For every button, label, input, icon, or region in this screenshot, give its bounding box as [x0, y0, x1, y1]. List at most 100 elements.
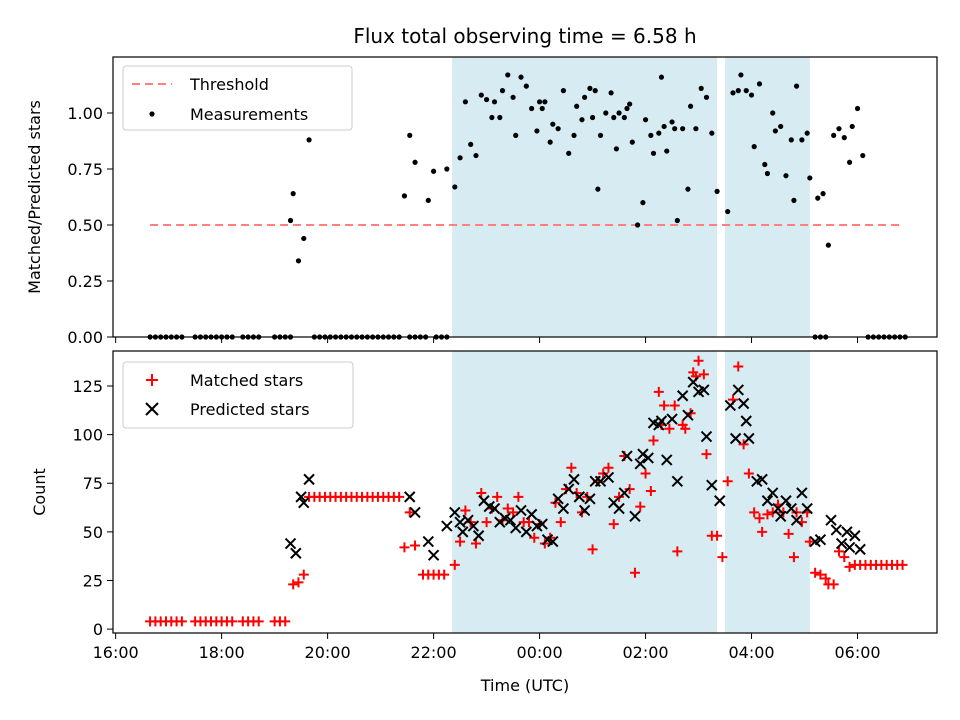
- measurement-point: [510, 94, 516, 100]
- predicted-star-point: [698, 384, 710, 396]
- measurement-point: [635, 222, 641, 228]
- matched-star-point: [288, 579, 299, 590]
- matched-star-point: [470, 538, 481, 549]
- predicted-star-point: [642, 452, 654, 464]
- measurement-point: [579, 117, 585, 123]
- predicted-star-point: [488, 502, 501, 515]
- predicted-star-point: [767, 487, 779, 499]
- measurement-point: [640, 200, 646, 206]
- measurement-point: [301, 235, 307, 242]
- matched-star-point: [844, 561, 855, 572]
- x-tick-label: 16:00: [93, 643, 139, 662]
- matched-star-point: [492, 491, 503, 502]
- matched-star-point: [439, 569, 450, 580]
- predicted-star-point: [578, 504, 591, 517]
- y-tick-label: 0.50: [67, 216, 103, 235]
- predicted-star-point: [634, 458, 646, 470]
- measurement-point: [664, 148, 670, 154]
- matched-star-point: [783, 528, 794, 539]
- measurement-point: [536, 99, 543, 105]
- measurement-point: [756, 81, 763, 87]
- predicted-star-point: [790, 514, 803, 526]
- measurement-point: [831, 132, 837, 138]
- measurement-point: [860, 152, 866, 159]
- measurement-point: [497, 114, 503, 121]
- matched-star-point: [820, 573, 831, 584]
- measurement-point: [425, 197, 431, 203]
- matched-star-point: [804, 536, 815, 547]
- y-tick-label: 0.00: [67, 328, 103, 347]
- matched-star-point: [476, 487, 487, 498]
- matched-star-point: [897, 559, 908, 570]
- y-tick-label: 75: [83, 474, 103, 493]
- legend-measurements-swatch: [149, 111, 155, 117]
- measurement-point: [685, 186, 691, 192]
- measurement-point: [444, 166, 450, 172]
- measurement-point: [849, 123, 855, 130]
- measurement-point: [642, 117, 649, 123]
- predicted-star-point: [409, 506, 421, 519]
- measurement-point: [412, 159, 418, 165]
- measurement-point: [804, 130, 810, 136]
- measurement-point: [613, 146, 620, 152]
- matched-star-point: [529, 532, 540, 543]
- measurement-point: [560, 88, 567, 94]
- bottom-plot-frame: [112, 350, 938, 634]
- matched-star-point: [587, 544, 598, 555]
- measurement-point: [793, 83, 800, 89]
- y-tick-label: 0.25: [67, 272, 103, 291]
- predicted-star-point: [761, 495, 774, 507]
- measurement-point: [616, 110, 622, 116]
- measurement-point: [698, 85, 704, 91]
- y-tick-label: 1.00: [67, 104, 103, 123]
- measurement-point: [589, 114, 596, 121]
- predicted-star-point: [547, 535, 559, 548]
- measurement-point: [661, 123, 667, 130]
- observing-window-band: [452, 351, 718, 633]
- measurement-point: [791, 197, 797, 203]
- measurement-point: [846, 159, 853, 165]
- predicted-star-point: [284, 537, 297, 550]
- matched-star-point: [698, 369, 709, 380]
- predicted-star-point: [756, 473, 768, 486]
- matched-star-point: [653, 386, 664, 397]
- matched-star-point: [513, 491, 524, 502]
- measurement-point: [656, 130, 662, 136]
- measurement-point: [743, 88, 749, 94]
- measurement-point: [836, 126, 842, 132]
- measurement-point: [621, 114, 627, 121]
- measurement-point: [534, 128, 540, 134]
- matched-star-point: [280, 616, 291, 627]
- predicted-star-point: [510, 522, 522, 534]
- measurement-point: [751, 144, 757, 150]
- matched-star-point: [701, 449, 712, 460]
- predicted-star-point: [552, 493, 564, 505]
- matched-star-point: [508, 507, 519, 518]
- measurement-point: [550, 121, 556, 127]
- predicted-star-point: [700, 430, 713, 443]
- measurement-point: [295, 258, 302, 264]
- measurement-point: [658, 74, 665, 80]
- measurement-point: [611, 114, 617, 121]
- predicted-star-point: [732, 384, 744, 396]
- measurement-point: [629, 139, 635, 145]
- measurement-point: [624, 105, 630, 112]
- measurement-point: [725, 208, 731, 215]
- predicted-star-point: [594, 475, 607, 488]
- measurement-point: [687, 103, 694, 109]
- predicted-star-point: [295, 491, 307, 503]
- measurement-point: [693, 126, 699, 132]
- matched-star-point: [648, 435, 659, 446]
- matched-star-point: [839, 552, 850, 563]
- y-tick-label: 0: [93, 620, 103, 639]
- measurement-point: [306, 137, 312, 143]
- matched-star-point: [399, 542, 410, 553]
- measurement-point: [582, 94, 588, 100]
- matched-star-point: [555, 517, 566, 528]
- predicted-star-point: [671, 475, 684, 488]
- matched-star-point: [449, 559, 460, 570]
- matched-star-point: [394, 491, 405, 502]
- chart-title: Flux total observing time = 6.58 h: [353, 24, 696, 48]
- matched-star-point: [749, 507, 760, 518]
- measurement-point: [547, 139, 553, 145]
